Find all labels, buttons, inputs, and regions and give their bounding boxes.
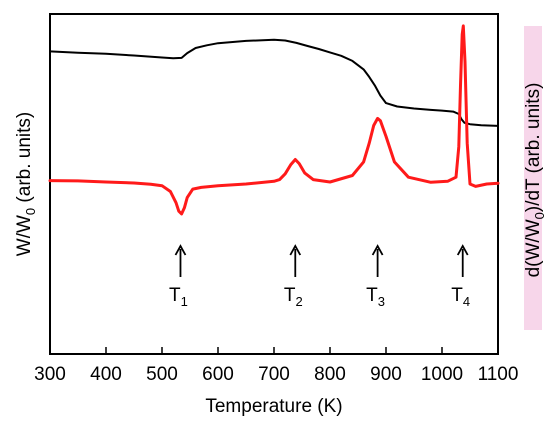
y-right-sub: 0: [532, 212, 547, 219]
marker-label: T1: [169, 285, 188, 309]
marker-t3: T3: [366, 244, 385, 309]
derivative-curve: [48, 24, 500, 216]
weight-curve: [49, 38, 499, 127]
x-axis-title: Temperature (K): [205, 396, 342, 417]
x-tick-label: 300: [34, 364, 66, 385]
arrow-up-icon: [174, 244, 187, 256]
y-right-rest: )/dT (arb. units): [523, 83, 544, 213]
y-axis-title-right: d(W/W0)/dT (arb. units): [523, 83, 547, 278]
marker-t1: T1: [169, 244, 188, 309]
x-tick-label: 700: [258, 364, 290, 385]
x-tick-label: 500: [146, 364, 178, 385]
svg-text:W/W0 (arb. units): W/W0 (arb. units): [14, 112, 38, 256]
marker-label: T3: [366, 285, 385, 309]
marker-label: T4: [451, 285, 470, 309]
svg-text:d(W/W0)/dT (arb. units): d(W/W0)/dT (arb. units): [523, 83, 547, 278]
temperature-markers: T1 T2 T3 T4: [169, 244, 470, 309]
x-tick-label: 400: [90, 364, 122, 385]
x-axis-ticks: [49, 347, 499, 354]
marker-label: T2: [284, 285, 303, 309]
arrow-up-icon: [289, 244, 302, 256]
x-tick-label: 1000: [421, 364, 463, 385]
y-left-main: W/W: [14, 215, 35, 256]
arrow-up-icon: [371, 244, 384, 256]
x-tick-label: 600: [202, 364, 234, 385]
x-tick-label: 1100: [478, 364, 519, 385]
y-axis-title-right-highlight: [524, 26, 542, 330]
marker-t4: T4: [451, 244, 470, 309]
arrow-up-icon: [456, 244, 469, 256]
y-left-sub: 0: [23, 208, 38, 215]
x-tick-label: 800: [314, 364, 346, 385]
series-layer: [48, 24, 500, 216]
y-axis-title-left: W/W0 (arb. units): [14, 112, 38, 256]
y-right-main: d(W/W: [523, 219, 544, 277]
x-axis-tick-labels: 300 400 500 600 700 800 900 1000 1100: [34, 364, 518, 385]
marker-t2: T2: [284, 244, 303, 309]
y-left-rest: (arb. units): [14, 112, 35, 208]
plot-frame: [49, 13, 499, 355]
x-tick-label: 900: [370, 364, 402, 385]
